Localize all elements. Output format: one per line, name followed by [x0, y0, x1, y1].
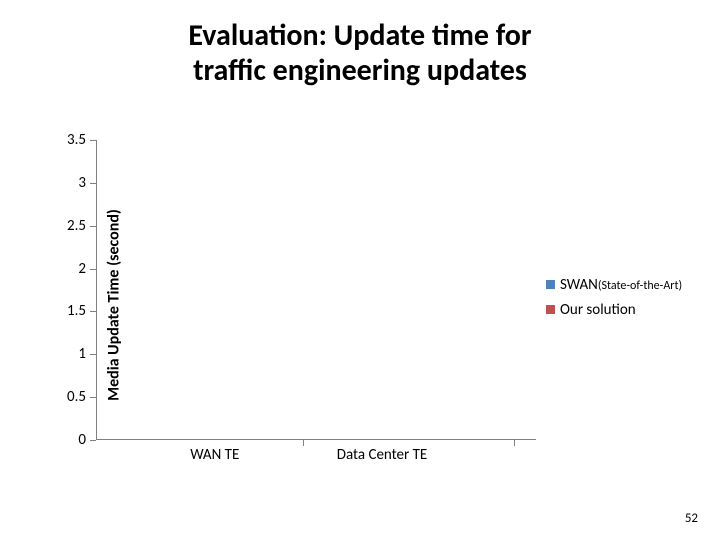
y-tick-label: 1 [78, 345, 96, 363]
title-line-2: traffic engineering updates [193, 52, 527, 89]
legend-item-swan: SWAN(State-of-the-Art) [546, 274, 682, 297]
y-tick-label: 2.5 [67, 217, 96, 235]
y-tick-label: 3.5 [67, 131, 96, 149]
legend-label-swan-main: SWAN [560, 276, 598, 294]
y-tick-label: 0.5 [67, 388, 96, 406]
x-category-label: WAN TE [190, 440, 239, 464]
x-tick [303, 440, 304, 446]
chart-area: Media Update Time (second) 00.511.522.53… [28, 140, 558, 470]
y-tick-label: 0 [78, 431, 96, 449]
x-category-label: Data Center TE [337, 440, 427, 464]
y-axis-line [96, 140, 97, 440]
y-tick-label: 3 [78, 174, 96, 192]
legend-item-our: Our solution [546, 299, 682, 322]
legend-swatch-swan [546, 280, 555, 289]
plot-box: 00.511.522.533.5WAN TEData Center TE [96, 140, 536, 440]
legend-label-swan-suffix: (State-of-the-Art) [598, 279, 682, 293]
x-tick [514, 440, 515, 446]
slide-title: Evaluation: Update time for traffic engi… [0, 18, 720, 89]
legend-label-swan: SWAN(State-of-the-Art) [560, 274, 682, 297]
slide-number: 52 [685, 511, 698, 526]
legend: SWAN(State-of-the-Art) Our solution [546, 274, 682, 323]
y-tick-label: 2 [78, 260, 96, 278]
title-line-1: Evaluation: Update time for [188, 17, 531, 54]
legend-swatch-our [546, 305, 555, 314]
legend-label-our-main: Our solution [560, 301, 636, 319]
y-tick-label: 1.5 [67, 302, 96, 320]
x-axis-line [96, 439, 536, 440]
legend-label-our: Our solution [560, 299, 636, 322]
